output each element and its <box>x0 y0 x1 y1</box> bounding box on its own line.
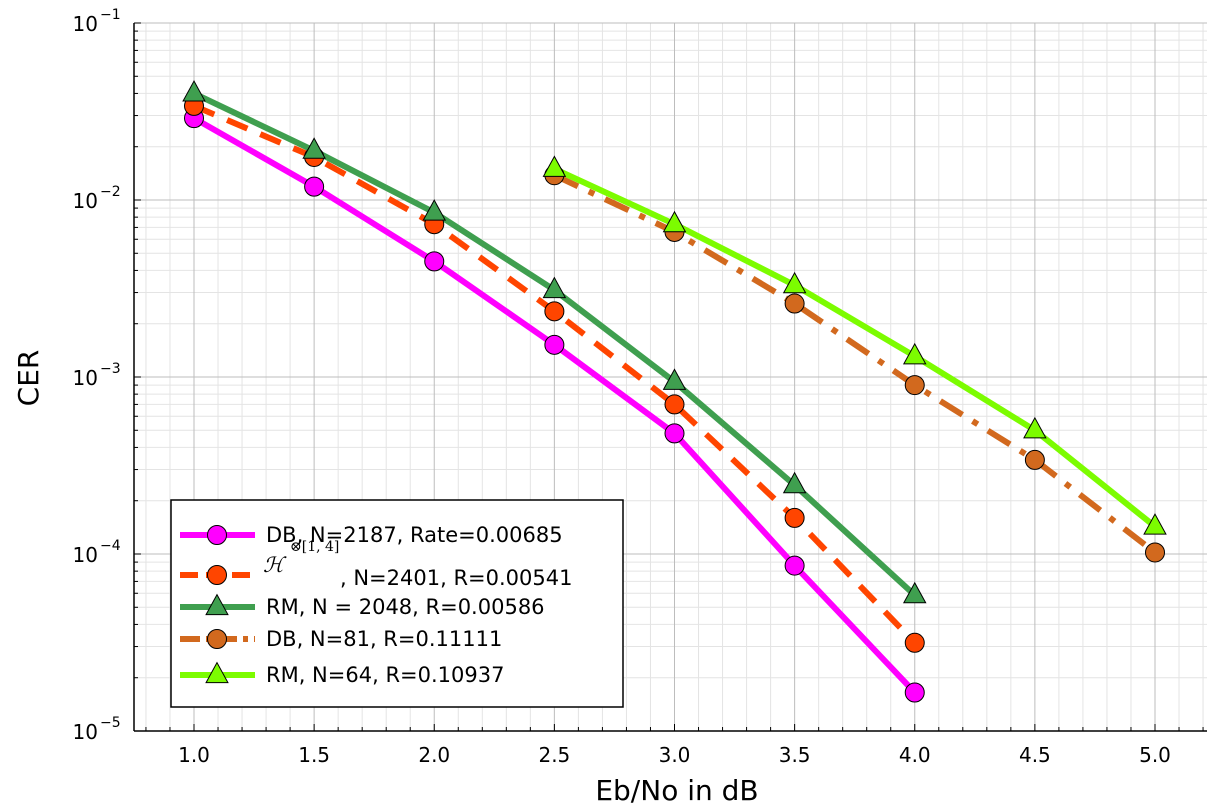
y-tick-exponent: −4 <box>100 538 121 554</box>
data-point-triangle <box>782 471 807 494</box>
data-point-triangle <box>902 581 927 604</box>
y-tick-label: 10 <box>73 12 98 36</box>
data-point-triangle <box>542 276 567 299</box>
y-tick-label: 10 <box>73 720 98 744</box>
data-point-triangle <box>205 661 229 684</box>
data-point-circle <box>664 423 685 444</box>
legend-label-3: DB, N=81, R=0.11111 <box>266 627 502 651</box>
x-axis-title: Eb/No in dB <box>595 774 758 807</box>
x-tick-label: 1.5 <box>298 743 330 767</box>
series-markers <box>182 80 1167 703</box>
x-tick-label: 2.0 <box>418 743 450 767</box>
data-point-circle <box>784 293 805 314</box>
legend-label-2: RM, N = 2048, R=0.00586 <box>266 595 545 619</box>
series-line-4 <box>553 166 1157 529</box>
data-point-circle <box>207 525 227 545</box>
data-point-circle <box>207 565 227 585</box>
y-axis-title: CER <box>12 350 45 407</box>
data-point-triangle <box>662 210 687 233</box>
y-tick-label: 10 <box>73 189 98 213</box>
legend-math-superscript: ⊗[1, 4] <box>290 539 339 555</box>
legend-label-1: , N=2401, R=0.00541 <box>340 566 572 590</box>
data-point-triangle <box>422 199 447 221</box>
data-point-circle <box>904 375 925 396</box>
y-tick-label: 10 <box>73 366 98 390</box>
data-point-circle <box>904 682 925 703</box>
data-point-triangle <box>1143 513 1167 535</box>
data-point-circle <box>304 176 325 197</box>
x-tick-label: 1.0 <box>178 743 210 767</box>
y-tick-label: 10 <box>73 543 98 567</box>
x-tick-label: 3.5 <box>779 743 811 767</box>
data-point-triangle <box>205 593 229 616</box>
y-tick-exponent: −1 <box>100 7 121 23</box>
data-point-circle <box>664 394 685 415</box>
legend-math-symbol: ℋ <box>263 553 287 577</box>
x-tick-label: 2.5 <box>538 743 570 767</box>
y-axis: 10−510−410−310−210−1 <box>73 7 141 744</box>
data-point-triangle <box>1023 416 1047 439</box>
data-point-circle <box>1145 542 1165 563</box>
data-point-triangle <box>182 80 206 102</box>
legend-label-0: DB, N=2187, Rate=0.00685 <box>266 523 563 547</box>
data-point-circle <box>207 629 227 649</box>
x-tick-label: 4.0 <box>899 743 931 767</box>
data-point-triangle <box>542 155 567 177</box>
x-tick-label: 4.5 <box>1019 743 1051 767</box>
x-tick-label: 3.0 <box>659 743 691 767</box>
data-point-circle <box>904 632 925 653</box>
data-point-circle <box>424 251 445 272</box>
legend-label-4: RM, N=64, R=0.10937 <box>266 663 504 687</box>
data-point-circle <box>544 334 565 355</box>
data-point-triangle <box>302 137 326 159</box>
data-point-triangle <box>782 271 807 294</box>
x-tick-label: 5.0 <box>1139 743 1171 767</box>
data-point-circle <box>784 507 805 528</box>
data-point-circle <box>544 301 565 322</box>
data-point-circle <box>784 555 805 576</box>
data-point-circle <box>1024 449 1045 470</box>
legend: DB, N=2187, Rate=0.00685 ℋ⊗[1, 4], N=2401… <box>170 499 624 708</box>
data-point-triangle <box>902 342 927 365</box>
data-point-triangle <box>662 368 687 390</box>
y-tick-exponent: −2 <box>100 184 121 200</box>
series-line-3 <box>553 172 1157 555</box>
y-tick-exponent: −5 <box>100 715 121 731</box>
x-axis: 1.0 1.5 2.0 2.5 3.0 3.5 4.0 4.5 5.0 <box>145 724 1204 767</box>
y-tick-exponent: −3 <box>100 361 121 377</box>
